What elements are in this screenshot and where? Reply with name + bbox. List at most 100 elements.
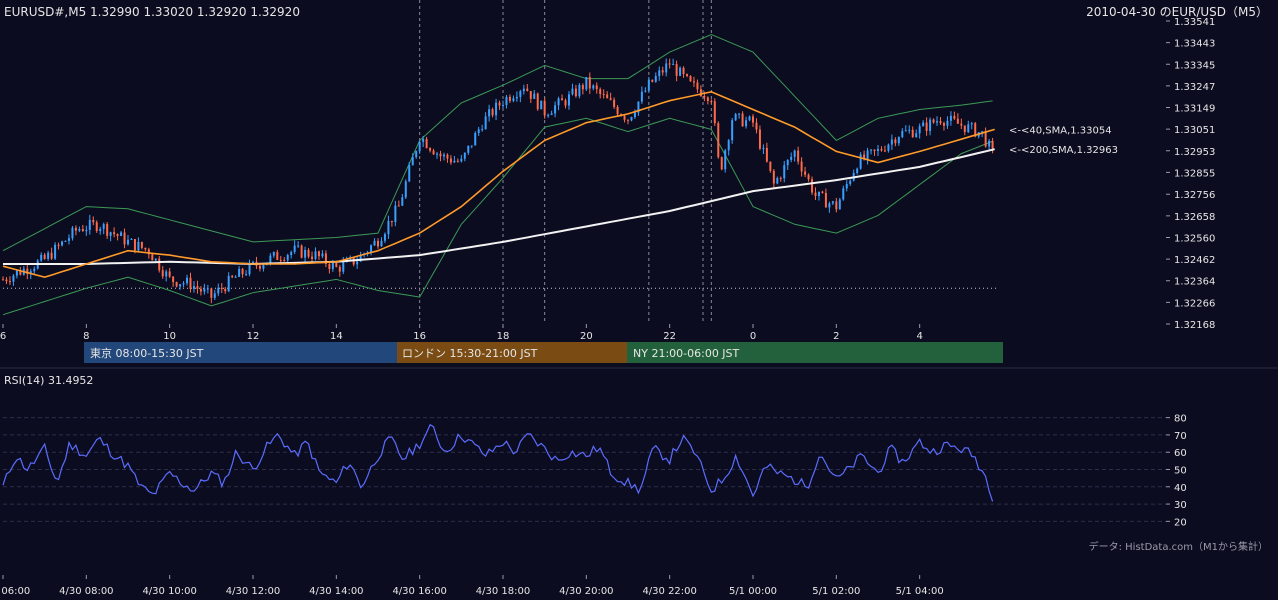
candle-down: [752, 116, 754, 123]
candle-up: [238, 268, 241, 277]
candle-up: [946, 120, 949, 126]
candle-down: [911, 129, 914, 138]
candle-up: [47, 252, 50, 259]
candle-down: [800, 161, 803, 172]
candle-down: [491, 109, 494, 116]
candle-down: [804, 171, 807, 175]
session-london-label: ロンドン 15:30-21:00 JST: [402, 347, 538, 360]
candle-down: [307, 249, 310, 257]
candle-up: [949, 115, 952, 121]
candle-up: [831, 201, 834, 204]
candle-down: [668, 63, 671, 65]
candle-up: [988, 140, 991, 147]
candle-down: [807, 174, 810, 180]
candle-up: [88, 219, 91, 230]
candle-down: [113, 232, 116, 235]
candle-up: [304, 249, 307, 258]
candle-down: [397, 205, 400, 207]
candle-up: [286, 254, 289, 261]
candle-down: [814, 192, 817, 196]
candle-up: [179, 284, 182, 287]
candle-up: [672, 64, 675, 66]
candle-down: [588, 77, 591, 89]
candle-down: [5, 279, 8, 282]
candle-up: [12, 275, 15, 282]
candle-up: [929, 119, 932, 131]
candle-down: [602, 93, 605, 95]
candle-up: [859, 154, 862, 169]
candle-down: [106, 224, 109, 236]
sma200-label: <-<200,SMA,1.32963: [1009, 145, 1118, 156]
candle-down: [925, 122, 928, 131]
candle-up: [838, 199, 841, 210]
candle-down: [377, 240, 379, 247]
hour-tick-label: 20: [580, 331, 593, 342]
hour-tick-label: 14: [330, 331, 343, 342]
candle-up: [592, 85, 595, 89]
candle-up: [165, 271, 168, 277]
candle-up: [578, 84, 581, 97]
session-london: [397, 342, 627, 363]
candle-down: [317, 251, 320, 257]
rsi-axis-ticks: 80 70 60 50 40 30 20: [1166, 414, 1187, 528]
candle-down: [561, 98, 564, 101]
candle-down: [425, 138, 428, 149]
candle-down: [92, 219, 95, 223]
bollinger-lower-band: [2, 117, 993, 316]
candle-up: [786, 159, 789, 166]
candle-up: [359, 254, 362, 262]
candle-down: [932, 119, 935, 123]
data-source-note: データ: HistData.com（M1から集計）: [1089, 540, 1268, 553]
candle-up: [463, 152, 466, 159]
candle-down: [699, 89, 702, 97]
candle-up: [418, 141, 421, 152]
candle-down: [199, 288, 202, 292]
candle-down: [123, 232, 126, 245]
candle-down: [276, 252, 279, 260]
price-tick-label: 1.33443: [1174, 39, 1215, 50]
candle-down: [686, 74, 689, 76]
candle-up: [474, 132, 477, 146]
time-tick-label: 4/30 20:00: [559, 586, 613, 597]
candle-down: [81, 229, 84, 232]
candle-up: [71, 227, 74, 239]
candle-down: [429, 148, 432, 151]
candle-down: [627, 119, 629, 121]
candle-up: [245, 274, 248, 276]
session-vertical-lines: [419, 0, 712, 324]
candle-up: [61, 241, 64, 246]
candle-up: [453, 160, 456, 163]
hour-tick-label: 10: [163, 331, 176, 342]
candle-up: [394, 205, 397, 223]
time-tick-label: 4/30 10:00: [142, 586, 196, 597]
candle-down: [95, 222, 98, 231]
candle-up: [15, 270, 18, 276]
candle-down: [692, 81, 695, 83]
candle-up: [321, 253, 324, 257]
candle-down: [57, 244, 60, 246]
candle-up: [727, 140, 730, 151]
candle-down: [196, 286, 199, 289]
candle-down: [258, 265, 261, 269]
candle-up: [130, 238, 133, 240]
candle-down: [595, 85, 598, 90]
rsi-tick-label: 80: [1174, 414, 1187, 425]
candle-up: [127, 239, 129, 245]
candle-up: [154, 258, 157, 261]
candle-down: [963, 125, 966, 133]
candle-down: [224, 288, 227, 292]
candle-down: [241, 268, 244, 275]
rsi-tick-label: 30: [1174, 500, 1187, 511]
candle-up: [901, 130, 904, 138]
candle-up: [342, 262, 345, 272]
candle-up: [203, 288, 206, 292]
candle-down: [616, 106, 619, 115]
candle-up: [404, 181, 407, 198]
rsi-panel: RSI(14) 31.4952 80 70 60 50 40 30 20 データ: Hist…: [0, 374, 1268, 597]
candle-down: [175, 282, 178, 287]
candle-up: [922, 122, 925, 127]
candle-up: [512, 98, 515, 101]
candle-up: [897, 137, 900, 144]
candle-up: [206, 288, 209, 290]
candle-down: [769, 161, 772, 171]
